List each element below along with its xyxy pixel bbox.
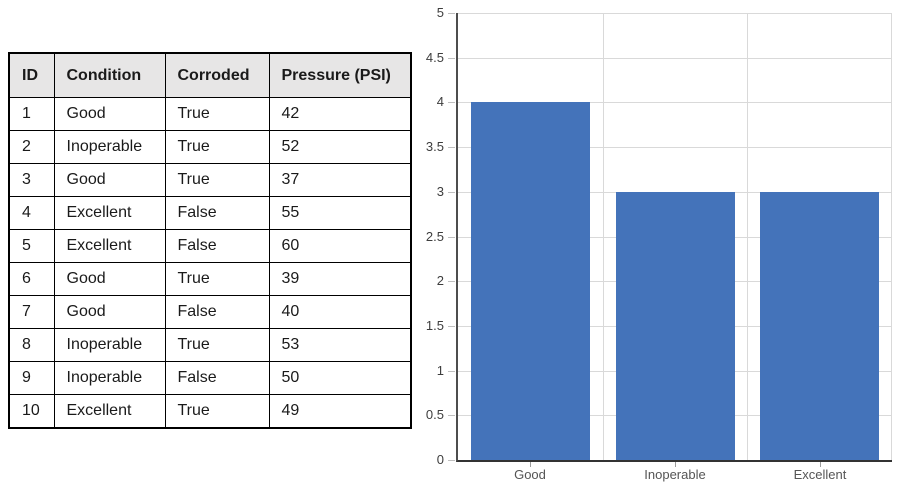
pipe-data-table-panel: ID Condition Corroded Pressure (PSI) 1 Good T… [8,52,412,429]
y-axis-tick [448,371,455,372]
x-axis-category-label: Inoperable [644,467,706,482]
table-cell-pressure: 52 [268,130,412,164]
pipe-data-table: ID Condition Corroded Pressure (PSI) 1 Good T… [8,52,412,429]
y-axis-label: 4.5 [425,50,444,65]
y-axis-label: 2 [436,273,444,288]
x-axis-tick [530,462,531,467]
table-row: 4 Excellent False 55 [8,196,412,230]
table-cell-id: 5 [8,229,55,263]
table-cell-corroded: False [164,295,270,329]
horizontal-gridline [458,102,892,103]
table-cell-corroded: True [164,163,270,197]
y-axis-tick [448,281,455,282]
y-axis-tick [448,326,455,327]
table-row: 6 Good True 39 [8,262,412,296]
bar-good [471,102,590,460]
x-axis-category-label: Excellent [793,467,847,482]
bar-excellent [760,192,879,460]
table-cell-condition: Inoperable [53,130,166,164]
column-header-pressure: Pressure (PSI) [268,52,412,98]
table-cell-condition: Excellent [53,229,166,263]
y-axis-tick [448,102,455,103]
table-cell-id: 9 [8,361,55,395]
table-cell-pressure: 50 [268,361,412,395]
x-axis-category-label: Good [514,467,546,482]
horizontal-gridline [458,147,892,148]
table-cell-corroded: False [164,229,270,263]
y-axis-tick [448,237,455,238]
table-cell-pressure: 42 [268,97,412,131]
table-row: 1 Good True 42 [8,97,412,131]
y-axis-label: 5 [436,5,444,20]
vertical-gridline [603,13,604,460]
y-axis-tick [448,460,455,461]
y-axis-label: 3.5 [425,139,444,154]
y-axis-label: 1.5 [425,318,444,333]
table-cell-corroded: True [164,130,270,164]
table-cell-corroded: False [164,196,270,230]
vertical-gridline [891,13,892,460]
y-axis-tick [448,147,455,148]
table-row: 5 Excellent False 60 [8,229,412,263]
horizontal-gridline [458,58,892,59]
table-body: 1 Good True 42 2 Inoperable True 52 3 Good True 37 4… [8,97,412,429]
y-axis-label: 4 [436,94,444,109]
table-cell-condition: Good [53,262,166,296]
table-cell-corroded: True [164,97,270,131]
chart-plot-area [456,13,892,462]
table-row: 2 Inoperable True 52 [8,130,412,164]
y-axis-tick [448,415,455,416]
y-axis-label: 1 [436,363,444,378]
y-axis-label: 3 [436,184,444,199]
table-cell-condition: Inoperable [53,328,166,362]
y-axis-label: 2.5 [425,229,444,244]
table-cell-corroded: False [164,361,270,395]
y-axis-label: 0 [436,452,444,467]
y-axis-tick [448,58,455,59]
vertical-gridline [747,13,748,460]
y-axis-tick [448,13,455,14]
y-axis-tick [448,192,455,193]
table-row: 9 Inoperable False 50 [8,361,412,395]
table-cell-pressure: 60 [268,229,412,263]
y-axis-label: 0.5 [425,407,444,422]
x-axis-tick [675,462,676,467]
table-row: 7 Good False 40 [8,295,412,329]
table-header-row: ID Condition Corroded Pressure (PSI) [8,52,412,98]
table-cell-pressure: 49 [268,394,412,429]
table-cell-id: 10 [8,394,55,429]
table-cell-pressure: 55 [268,196,412,230]
bar-inoperable [616,192,735,460]
table-cell-condition: Inoperable [53,361,166,395]
x-axis-tick [820,462,821,467]
table-row: 10 Excellent True 49 [8,394,412,429]
horizontal-gridline [458,13,892,14]
table-cell-corroded: True [164,328,270,362]
table-cell-condition: Good [53,97,166,131]
table-cell-condition: Good [53,295,166,329]
